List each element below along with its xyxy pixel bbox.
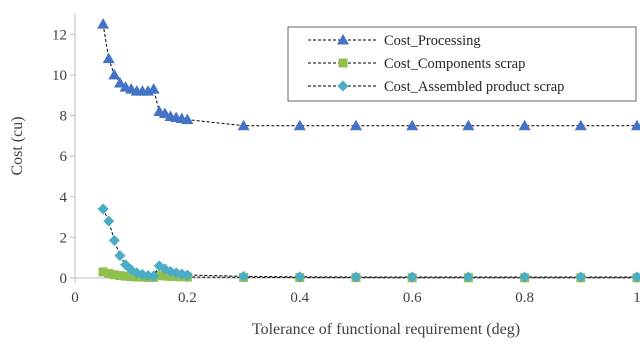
legend: Cost_Processing Cost_Components scrap Cost… [288, 27, 636, 101]
data-point [462, 120, 474, 131]
x-tick-label: 0.8 [515, 290, 534, 306]
legend-label: Cost_Components scrap [384, 56, 525, 72]
series-cost-assembled-product-scrap [98, 203, 640, 282]
y-tick-label: 10 [52, 68, 67, 84]
data-point [294, 120, 306, 131]
data-point [103, 216, 114, 227]
data-point [114, 250, 125, 261]
x-tick-label: 0.4 [290, 290, 309, 306]
x-tick-label: 0.6 [403, 290, 422, 306]
data-point [519, 120, 531, 131]
x-axis-title: Tolerance of functional requirement (deg… [252, 321, 520, 338]
data-point [631, 120, 640, 131]
data-point [406, 120, 418, 131]
data-point [350, 120, 362, 131]
data-point [575, 120, 587, 131]
legend-marker [339, 59, 348, 68]
x-tick-label: 1 [633, 290, 640, 306]
series-line [103, 209, 637, 277]
x-tick-label: 0 [71, 290, 79, 306]
x-tick-label: 0.2 [178, 290, 197, 306]
y-tick-label: 8 [60, 109, 68, 125]
legend-label: Cost_Processing [384, 33, 481, 49]
y-tick-label: 6 [60, 149, 68, 165]
y-tick-label: 2 [60, 230, 68, 246]
data-point [97, 18, 109, 29]
y-tick-label: 12 [52, 27, 67, 43]
data-point [98, 203, 109, 214]
y-tick-label: 4 [60, 190, 68, 206]
legend-label: Cost_Assembled product scrap [384, 79, 564, 95]
y-axis-title: Cost (cu) [9, 116, 26, 175]
data-point [109, 235, 120, 246]
data-point [103, 53, 115, 64]
y-tick-label: 0 [60, 271, 68, 287]
data-point [108, 69, 120, 80]
